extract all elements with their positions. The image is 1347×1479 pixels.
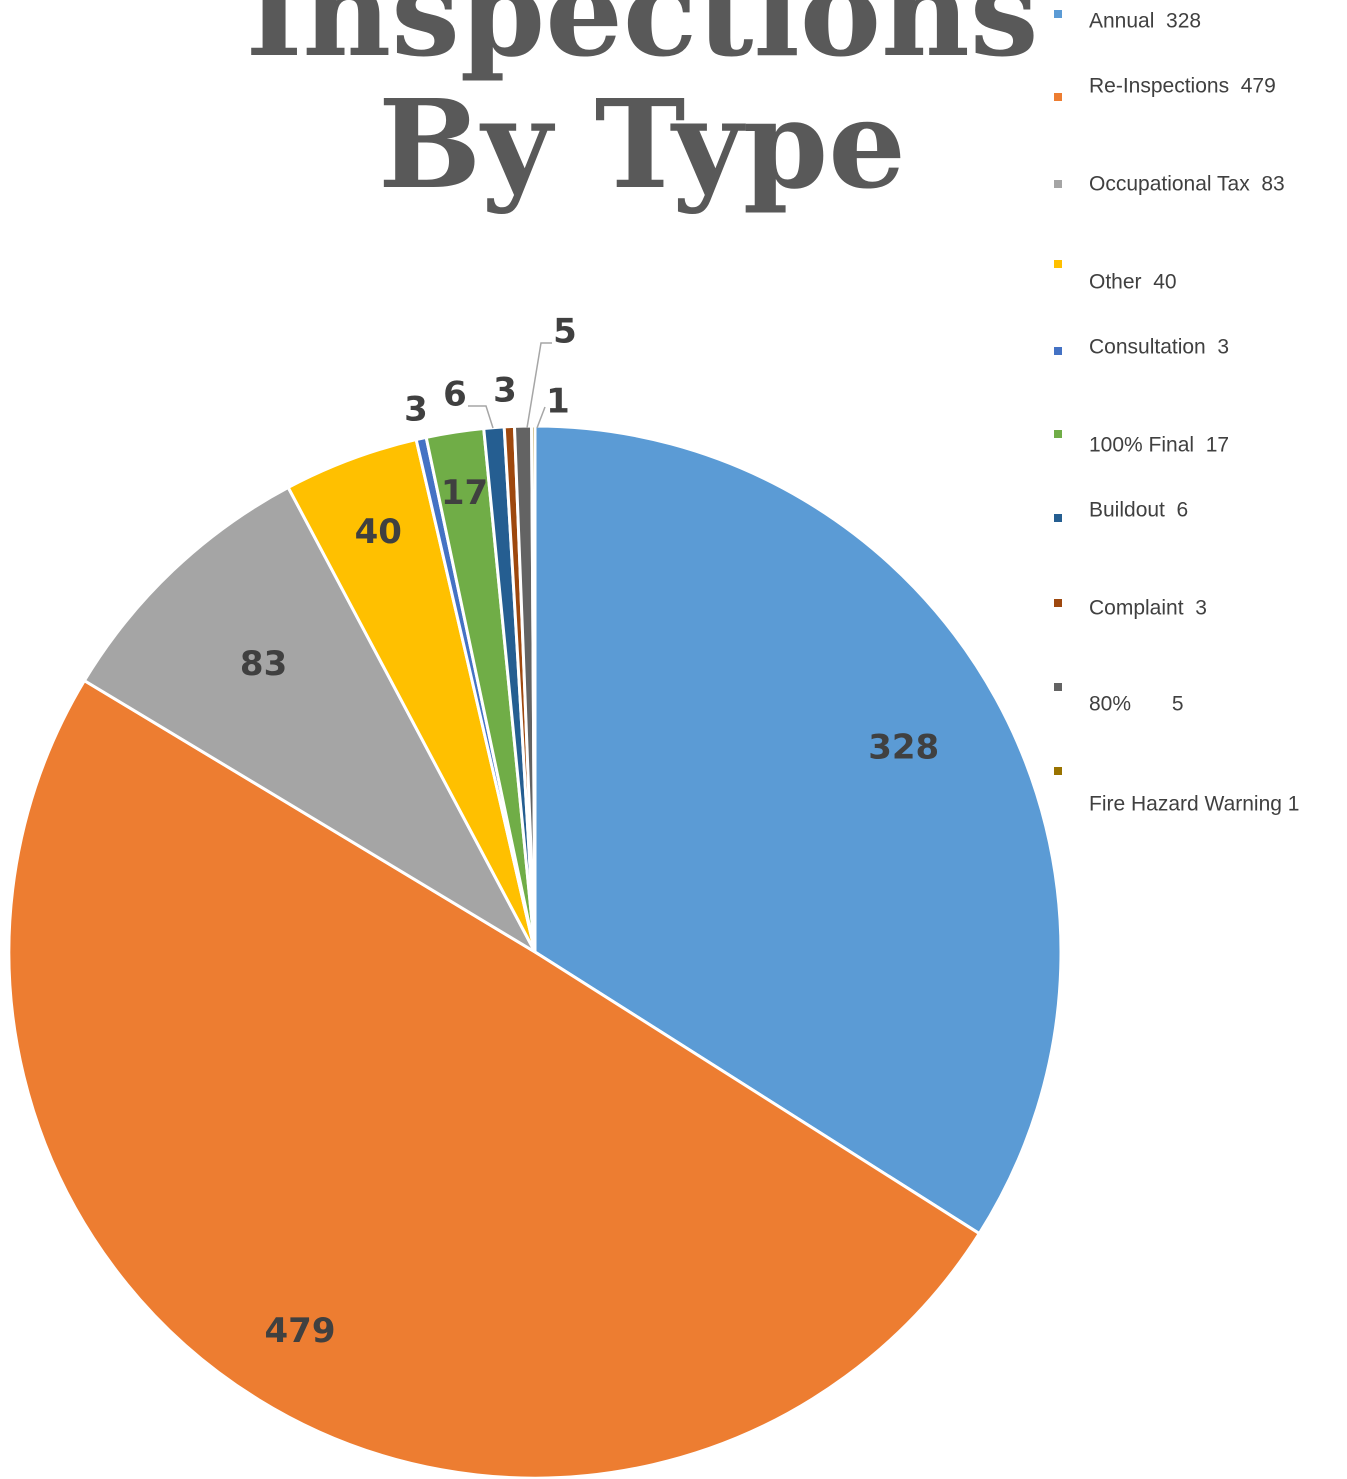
legend: Annual 328 Re-Inspections 479 Occupational… — [1054, 10, 1299, 816]
legend-label-80: 80% 5 — [1089, 693, 1184, 716]
pie-slice-occupational-tax — [82, 485, 539, 957]
legend-label-fire-hazard-warning: Fire Hazard Warning 1 — [1089, 793, 1299, 816]
pie-slice-re-inspections — [7, 678, 982, 1479]
leader-line-buildout — [468, 405, 494, 429]
legend-marker-100-final — [1054, 430, 1062, 438]
legend-label-annual: Annual 328 — [1089, 10, 1201, 33]
data-label-other: 40 — [355, 512, 402, 552]
legend-marker-annual — [1054, 10, 1062, 18]
data-label-buildout: 6 — [443, 375, 467, 415]
legend-marker-fire-hazard-warning — [1054, 767, 1062, 775]
legend-label-complaint: Complaint 3 — [1089, 597, 1207, 620]
data-label-re-inspections: 479 — [265, 1311, 336, 1351]
data-label-80: 5 — [553, 312, 577, 352]
leader-line-80 — [526, 342, 552, 429]
pie-slice-annual — [533, 424, 1063, 1236]
legend-marker-80 — [1054, 683, 1062, 691]
chart-title: Inspections By Type — [245, 0, 1038, 216]
data-label-consultation: 3 — [404, 390, 428, 430]
legend-marker-consultation — [1054, 347, 1062, 355]
legend-label-re-inspections: Re-Inspections 479 — [1089, 75, 1276, 98]
legend-label-occupational-tax: Occupational Tax 83 — [1089, 173, 1285, 196]
pie-slices — [7, 424, 1063, 1479]
leader-line-fire-hazard-warning — [536, 406, 546, 429]
legend-label-buildout: Buildout 6 — [1089, 499, 1188, 522]
legend-marker-other — [1054, 260, 1062, 268]
data-label-annual: 328 — [868, 728, 939, 768]
legend-marker-complaint — [1054, 599, 1062, 607]
data-label-complaint: 3 — [493, 371, 517, 411]
legend-label-other: Other 40 — [1089, 271, 1177, 294]
legend-marker-buildout — [1054, 514, 1062, 522]
legend-marker-re-inspections — [1054, 93, 1062, 101]
pie-slice-fire-hazard-warning — [530, 424, 537, 953]
legend-label-100-final: 100% Final 17 — [1089, 434, 1229, 457]
data-label-100-final: 17 — [441, 473, 488, 513]
data-label-occupational-tax: 83 — [240, 644, 287, 684]
data-label-fire-hazard-warning: 1 — [546, 382, 570, 422]
chart-title-line-2: By Type — [378, 72, 906, 216]
legend-label-consultation: Consultation 3 — [1089, 336, 1229, 359]
chart-title-line-1: Inspections — [245, 0, 1038, 84]
leader-lines — [468, 342, 552, 429]
legend-marker-occupational-tax — [1054, 180, 1062, 188]
